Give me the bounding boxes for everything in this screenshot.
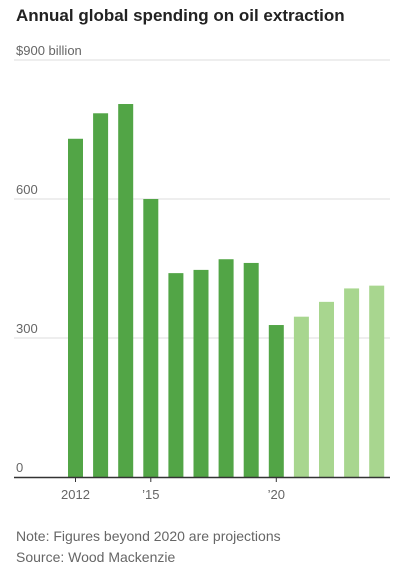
bar-2012 <box>68 138 83 477</box>
y-tick-label: 0 <box>16 460 23 475</box>
bar-2021 <box>293 316 309 477</box>
bar-2017 <box>193 269 209 477</box>
projection-note: Note: Figures beyond 2020 are projection… <box>16 528 281 544</box>
bar-2015 <box>143 199 159 477</box>
x-tick-label: 2012 <box>61 487 90 502</box>
chart-title: Annual global spending on oil extraction <box>16 6 345 25</box>
x-tick-label: ’20 <box>268 487 285 502</box>
bar-2020 <box>268 325 284 477</box>
y-tick-label: $900 billion <box>16 43 82 58</box>
source-note: Source: Wood Mackenzie <box>16 549 176 565</box>
y-tick-label: 300 <box>16 321 38 336</box>
bar-2014 <box>118 104 134 478</box>
bars <box>68 104 385 478</box>
bar-2019 <box>243 262 259 477</box>
bar-chart: $900 billion 600 300 0 2012 ’15 ’20 <box>14 43 390 502</box>
bar-2018 <box>218 259 234 477</box>
axes: $900 billion 600 300 0 2012 ’15 ’20 <box>14 43 390 502</box>
bar-2022 <box>319 301 334 477</box>
bar-2024 <box>369 285 385 477</box>
bar-2016 <box>168 273 184 477</box>
bar-2013 <box>93 113 109 478</box>
bar-2023 <box>344 288 360 477</box>
y-tick-label: 600 <box>16 182 38 197</box>
x-tick-label: ’15 <box>142 487 159 502</box>
